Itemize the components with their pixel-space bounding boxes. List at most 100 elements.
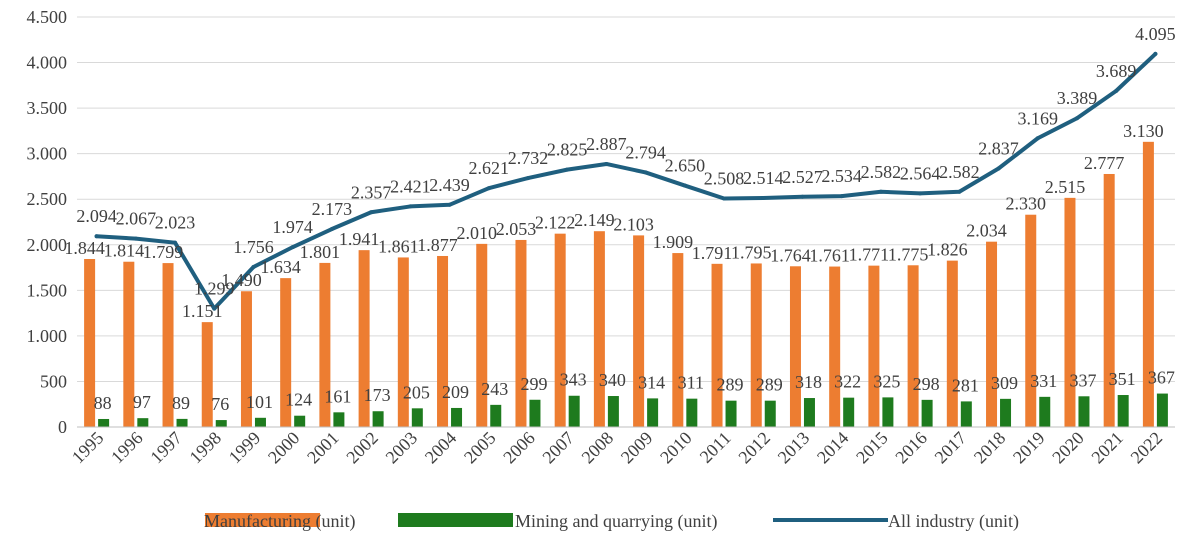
data-label-mining: 340	[599, 370, 626, 390]
data-label-all-industry: 2.173	[312, 199, 353, 219]
point-all-industry	[996, 166, 1001, 171]
gridlines	[77, 16, 1175, 428]
bar-manufacturing	[358, 250, 370, 427]
x-axis: 1995 1996 1997 1998 1999 2000 2001 2002 2003 2004…	[68, 426, 1175, 468]
data-label-all-industry: 1.756	[233, 237, 274, 257]
x-tick-label: 2018	[970, 428, 1010, 468]
data-label-manufacturing: 1.909	[653, 232, 694, 252]
x-tick-label: 2001	[303, 428, 343, 468]
data-label-all-industry: 4.095	[1135, 24, 1176, 44]
bar-mining	[529, 399, 541, 427]
bar-mining	[1117, 395, 1129, 427]
x-tick-label: 1995	[68, 428, 108, 468]
data-label-manufacturing: 2.330	[1006, 194, 1047, 214]
bar-manufacturing	[868, 265, 880, 427]
bar-mining	[1000, 398, 1012, 427]
bar-mining	[215, 420, 227, 427]
legend: Manufacturing (unit) Mining and quarryin…	[204, 511, 1019, 532]
data-label-mining: 311	[678, 373, 704, 393]
data-label-manufacturing: 1.861	[378, 236, 419, 256]
legend-label-manufacturing: Manufacturing (unit)	[204, 511, 355, 532]
all-industry-line	[94, 51, 1158, 311]
data-label-all-industry: 2.094	[76, 206, 117, 226]
y-tick-label: 4.000	[27, 53, 68, 73]
bar-manufacturing	[1064, 197, 1076, 427]
x-tick-label: 2003	[382, 428, 422, 468]
data-label-manufacturing: 1.634	[260, 257, 301, 277]
y-tick-label: 3.000	[27, 144, 68, 164]
data-label-all-industry: 2.421	[390, 176, 431, 196]
data-label-manufacturing: 1.764	[770, 245, 811, 265]
data-label-mining: 289	[756, 375, 783, 395]
point-all-industry	[251, 265, 256, 270]
data-label-all-industry: 2.564	[900, 163, 941, 183]
x-tick-label: 1999	[225, 428, 265, 468]
data-label-manufacturing: 2.053	[496, 219, 537, 239]
data-label-mining: 298	[913, 374, 940, 394]
x-tick-label: 1997	[146, 428, 186, 468]
y-tick-label: 500	[40, 371, 67, 391]
point-all-industry	[408, 204, 413, 209]
bar-mining	[882, 397, 894, 427]
x-tick-label: 2013	[774, 428, 814, 468]
data-label-mining: 205	[403, 382, 430, 402]
point-all-industry	[1035, 136, 1040, 141]
bar-mining	[490, 404, 502, 427]
bar-mining	[803, 398, 815, 427]
bar-mining	[176, 418, 188, 427]
bar-manufacturing	[946, 260, 958, 427]
point-all-industry	[839, 194, 844, 199]
point-all-industry	[290, 245, 295, 250]
data-label-mining: 161	[324, 386, 351, 406]
data-label-all-industry: 2.837	[978, 139, 1019, 159]
data-label-manufacturing: 2.515	[1045, 177, 1086, 197]
y-tick-label: 3.500	[27, 98, 68, 118]
legend-label-mining: Mining and quarrying (unit)	[515, 511, 717, 532]
point-all-industry	[369, 210, 374, 215]
bar-mining	[764, 400, 776, 427]
data-label-all-industry: 2.514	[743, 168, 784, 188]
point-all-industry	[800, 194, 805, 199]
data-label-mining: 76	[211, 394, 229, 414]
legend-swatch-mining	[398, 513, 513, 527]
data-label-manufacturing: 1.826	[927, 240, 968, 260]
bar-manufacturing	[1103, 173, 1115, 427]
data-label-all-industry: 2.825	[547, 140, 588, 160]
bar-mining	[960, 401, 972, 427]
data-label-manufacturing: 2.149	[574, 210, 615, 230]
point-all-industry	[878, 189, 883, 194]
data-label-manufacturing: 2.103	[613, 214, 654, 234]
bar-mining	[647, 398, 659, 427]
data-label-mining: 88	[94, 393, 112, 413]
data-label-all-industry: 2.582	[861, 162, 902, 182]
point-all-industry	[957, 189, 962, 194]
bar-mining	[137, 418, 149, 427]
data-label-manufacturing: 2.034	[966, 221, 1007, 241]
point-all-industry	[212, 306, 217, 311]
data-label-manufacturing: 1.801	[300, 242, 341, 262]
data-label-manufacturing: 1.791	[692, 243, 733, 263]
bar-manufacturing	[84, 258, 96, 427]
data-label-mining: 101	[246, 392, 273, 412]
point-all-industry	[525, 176, 530, 181]
x-tick-label: 2021	[1087, 428, 1127, 468]
data-label-mining: 331	[1030, 371, 1057, 391]
data-label-all-industry: 2.732	[508, 148, 549, 168]
point-all-industry	[565, 167, 570, 172]
bar-mining	[568, 395, 580, 427]
data-label-all-industry: 3.689	[1096, 61, 1137, 81]
data-label-all-industry: 2.621	[469, 158, 510, 178]
point-all-industry	[94, 234, 99, 239]
point-all-industry	[722, 196, 727, 201]
bar-manufacturing	[1025, 214, 1037, 427]
x-tick-label: 2004	[421, 428, 461, 468]
bar-manufacturing	[476, 243, 488, 427]
bar-manufacturing	[319, 262, 331, 427]
data-label-all-industry: 2.582	[939, 162, 980, 182]
bar-mining	[1156, 393, 1168, 427]
data-label-mining: 89	[172, 393, 190, 413]
data-label-all-industry: 2.439	[429, 175, 470, 195]
x-tick-label: 2006	[499, 428, 539, 468]
bar-mining	[333, 412, 345, 427]
